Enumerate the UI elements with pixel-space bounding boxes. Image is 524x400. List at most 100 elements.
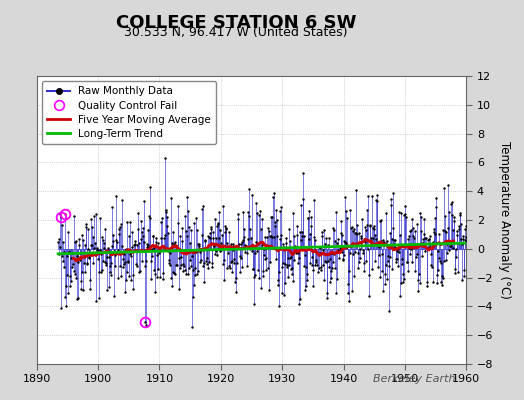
Point — [453, 268, 462, 275]
Point — [241, 242, 249, 248]
Point — [82, 220, 91, 227]
Point — [100, 240, 108, 246]
Point — [173, 202, 182, 209]
Point — [236, 255, 245, 261]
Point — [366, 238, 375, 244]
Point — [342, 240, 351, 246]
Point — [421, 234, 429, 241]
Point — [194, 242, 203, 249]
Point — [261, 234, 269, 240]
Point — [419, 240, 428, 247]
Point — [414, 288, 422, 294]
Point — [438, 273, 446, 280]
Point — [93, 246, 101, 253]
Point — [355, 259, 364, 265]
Point — [245, 212, 253, 219]
Point — [418, 253, 427, 260]
Point — [290, 233, 298, 240]
Point — [421, 247, 430, 254]
Point — [176, 233, 184, 240]
Point — [331, 264, 339, 271]
Point — [112, 193, 120, 200]
Point — [383, 276, 391, 282]
Point — [360, 260, 368, 267]
Point — [258, 216, 266, 222]
Point — [263, 233, 271, 240]
Point — [299, 170, 307, 176]
Point — [390, 237, 399, 243]
Point — [141, 322, 150, 328]
Point — [79, 236, 87, 243]
Point — [165, 260, 173, 267]
Point — [436, 258, 444, 264]
Point — [435, 240, 444, 247]
Point — [461, 236, 470, 243]
Point — [224, 263, 233, 269]
Point — [276, 235, 284, 242]
Point — [320, 277, 329, 284]
Point — [260, 256, 269, 262]
Point — [210, 242, 218, 248]
Point — [326, 275, 335, 282]
Point — [216, 248, 224, 254]
Point — [314, 250, 322, 257]
Point — [56, 211, 64, 218]
Point — [182, 233, 191, 240]
Point — [221, 229, 229, 235]
Point — [124, 259, 133, 265]
Point — [304, 236, 313, 242]
Point — [355, 230, 363, 236]
Point — [201, 237, 209, 244]
Point — [379, 237, 388, 243]
Point — [57, 305, 66, 311]
Point — [389, 236, 398, 243]
Point — [262, 255, 270, 261]
Point — [324, 242, 332, 248]
Point — [73, 294, 82, 301]
Point — [278, 264, 286, 270]
Point — [316, 250, 324, 256]
Point — [135, 269, 143, 276]
Point — [306, 260, 314, 266]
Point — [229, 241, 237, 247]
Point — [422, 244, 430, 251]
Point — [420, 215, 428, 222]
Point — [417, 228, 425, 234]
Point — [64, 249, 73, 255]
Point — [378, 268, 387, 274]
Point — [111, 252, 119, 258]
Point — [105, 254, 113, 261]
Point — [72, 274, 80, 281]
Point — [457, 236, 465, 242]
Point — [337, 231, 346, 238]
Point — [277, 232, 285, 238]
Point — [418, 239, 426, 246]
Point — [359, 267, 368, 274]
Point — [168, 282, 177, 289]
Point — [290, 257, 299, 264]
Point — [362, 258, 370, 265]
Point — [326, 256, 334, 262]
Point — [298, 229, 306, 235]
Point — [295, 300, 303, 307]
Point — [269, 194, 277, 201]
Point — [170, 270, 179, 277]
Point — [264, 265, 272, 272]
Point — [379, 288, 387, 294]
Point — [240, 226, 248, 233]
Point — [189, 294, 197, 300]
Point — [318, 232, 326, 239]
Point — [185, 224, 193, 230]
Point — [366, 222, 374, 228]
Point — [434, 248, 442, 254]
Point — [254, 267, 262, 273]
Point — [204, 234, 213, 240]
Point — [372, 236, 380, 242]
Point — [380, 239, 388, 245]
Point — [427, 251, 435, 257]
Point — [132, 261, 140, 268]
Point — [339, 257, 347, 264]
Point — [214, 220, 222, 227]
Point — [329, 259, 337, 265]
Point — [194, 268, 202, 274]
